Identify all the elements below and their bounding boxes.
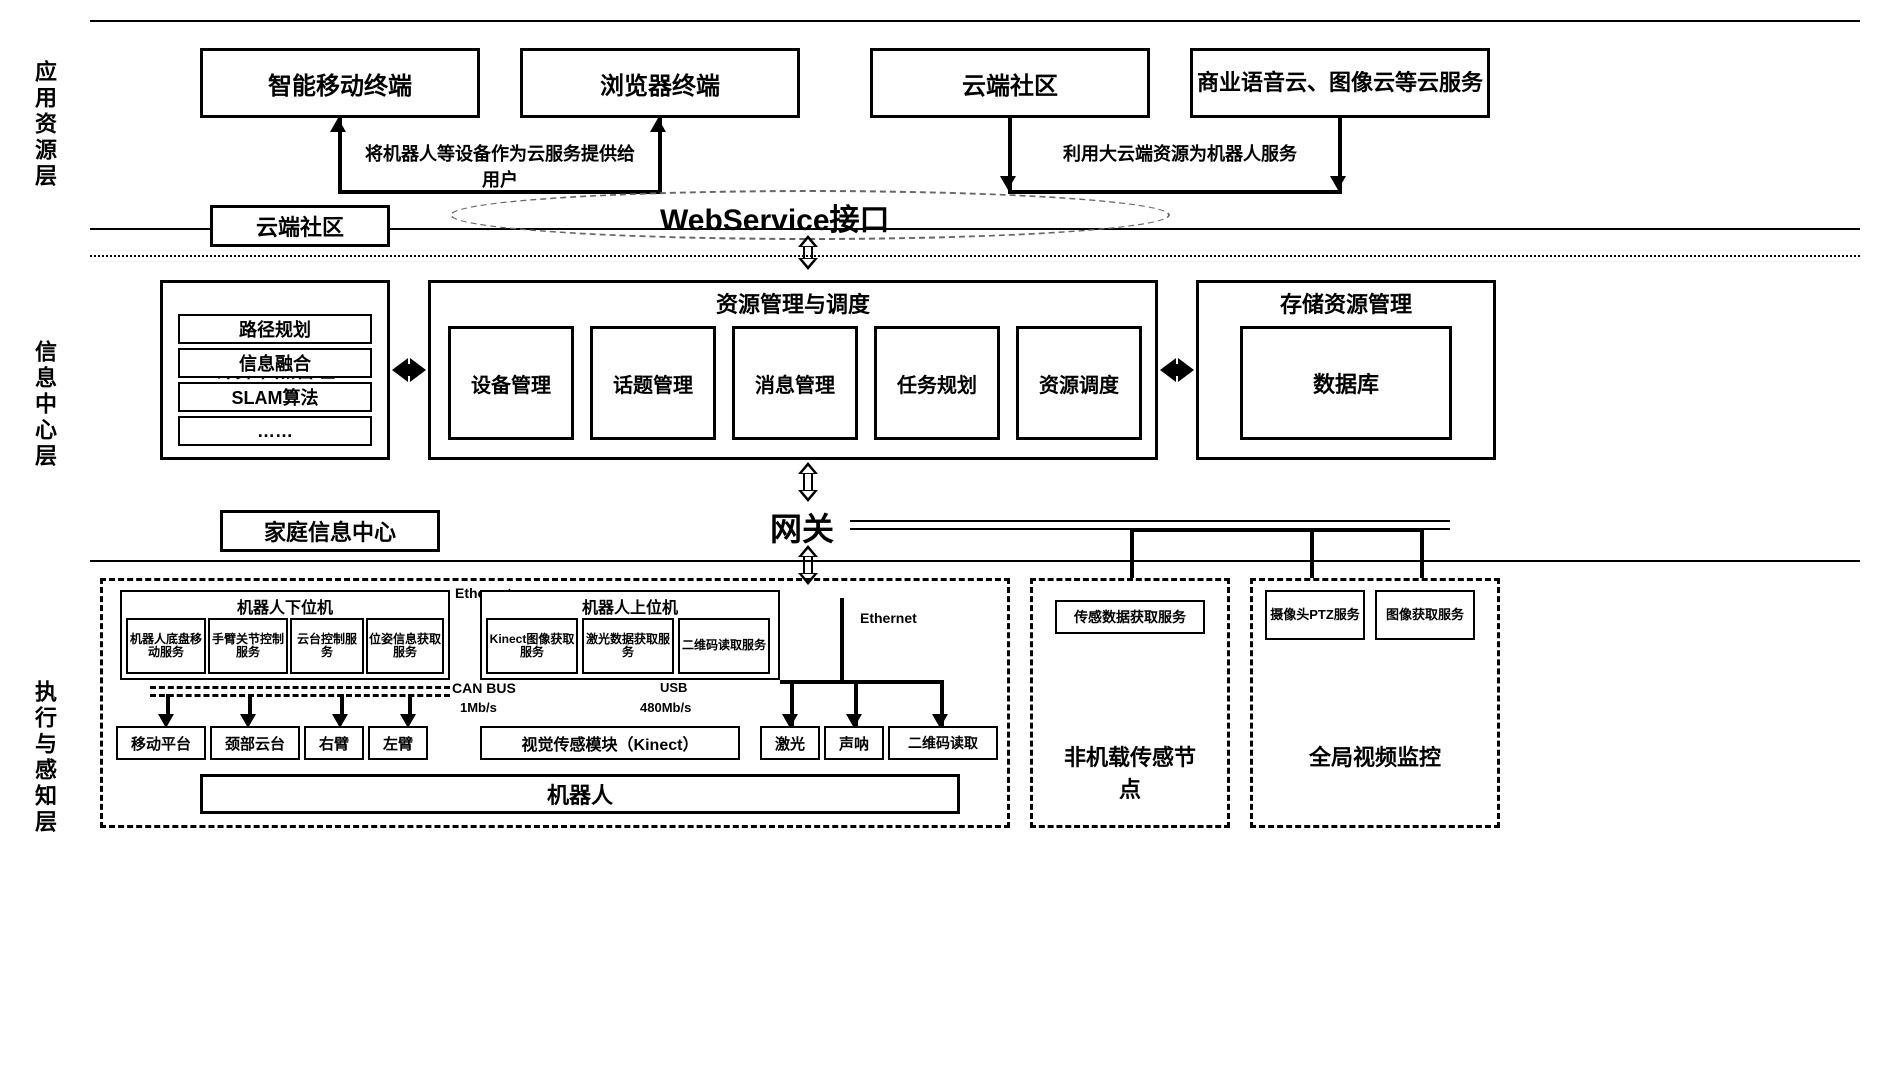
vision-module: 视觉传感模块（Kinect） xyxy=(480,726,740,760)
arrow xyxy=(1008,190,1342,194)
arrowhead xyxy=(782,714,798,728)
bottom-3: 左臂 xyxy=(368,726,428,760)
divider-1-2 xyxy=(90,255,1860,257)
home-info-center-label: 家庭信息中心 xyxy=(220,510,440,552)
arrowhead xyxy=(650,118,666,132)
resource-item-4: 资源调度 xyxy=(1016,326,1142,440)
compute-item-1: 信息融合 xyxy=(178,348,372,378)
sensor-node-label: 非机载传感节点 xyxy=(1060,740,1200,804)
note-left: 将机器人等设备作为云服务提供给用户 xyxy=(360,140,640,192)
storage-db: 数据库 xyxy=(1240,326,1452,440)
resource-item-1: 话题管理 xyxy=(590,326,716,440)
canbus-label: CAN BUS xyxy=(452,680,516,696)
robot-upper-1: 激光数据获取服务 xyxy=(582,618,674,674)
video-label: 全局视频监控 xyxy=(1300,740,1450,772)
canbus-line xyxy=(150,686,450,689)
divider-2-3 xyxy=(90,560,1860,562)
bi-arrow-info-gateway xyxy=(800,462,816,502)
app-box-community: 云端社区 xyxy=(870,48,1150,118)
note-right: 利用大云端资源为机器人服务 xyxy=(1040,140,1320,166)
bottom2-1: 声呐 xyxy=(824,726,884,760)
compute-item-2: SLAM算法 xyxy=(178,382,372,412)
arrowhead xyxy=(330,118,346,132)
arrow xyxy=(840,598,844,682)
gateway-line xyxy=(850,520,1450,522)
video-svc2: 图像获取服务 xyxy=(1375,590,1475,640)
robot-lower-2: 云台控制服务 xyxy=(290,618,364,674)
layer-label-info: 信息中心层 xyxy=(28,340,60,470)
resource-item-2: 消息管理 xyxy=(732,326,858,440)
arrowhead xyxy=(1330,176,1346,190)
arrow xyxy=(1130,528,1424,532)
robot-lower-3: 位姿信息获取服务 xyxy=(366,618,444,674)
sensor-svc: 传感数据获取服务 xyxy=(1055,600,1205,634)
compute-item-0: 路径规划 xyxy=(178,314,372,344)
video-svc1: 摄像头PTZ服务 xyxy=(1265,590,1365,640)
robot-lower-1: 手臂关节控制服务 xyxy=(208,618,288,674)
resource-item-0: 设备管理 xyxy=(448,326,574,440)
bottom-0: 移动平台 xyxy=(116,726,206,760)
canbus-line xyxy=(150,694,450,697)
rate480-label: 480Mb/s xyxy=(640,700,691,715)
bi-arrow-resource-storage xyxy=(1160,360,1194,380)
webservice-label: WebService接口 xyxy=(660,195,890,239)
layer-label-app: 应用资源层 xyxy=(28,60,60,190)
layer-label-exec: 执行与感知层 xyxy=(28,680,60,836)
bottom-2: 右臂 xyxy=(304,726,364,760)
resource-title: 资源管理与调度 xyxy=(431,283,1155,319)
resource-item-3: 任务规划 xyxy=(874,326,1000,440)
rate1-label: 1Mb/s xyxy=(460,700,497,715)
bi-arrow-compute-resource xyxy=(392,360,426,380)
app-box-browser: 浏览器终端 xyxy=(520,48,800,118)
robot-label: 机器人 xyxy=(200,774,960,814)
arrow xyxy=(1310,528,1314,578)
cloud-community-label: 云端社区 xyxy=(210,205,390,247)
arrowhead xyxy=(846,714,862,728)
gateway-label: 网关 xyxy=(770,504,834,550)
arrow xyxy=(1420,528,1424,578)
bi-arrow-1-2 xyxy=(800,235,816,270)
app-box-terminal: 智能移动终端 xyxy=(200,48,480,118)
robot-upper-title: 机器人上位机 xyxy=(482,592,778,618)
arrowhead xyxy=(932,714,948,728)
arrow xyxy=(1130,528,1134,578)
robot-lower-title: 机器人下位机 xyxy=(122,592,448,618)
bottom-1: 颈部云台 xyxy=(210,726,300,760)
robot-lower-0: 机器人底盘移动服务 xyxy=(126,618,206,674)
bottom2-2: 二维码读取 xyxy=(888,726,998,760)
app-box-cloud-svc: 商业语音云、图像云等云服务 xyxy=(1190,48,1490,118)
robot-upper-0: Kinect图像获取服务 xyxy=(486,618,578,674)
bottom2-0: 激光 xyxy=(760,726,820,760)
robot-upper-2: 二维码读取服务 xyxy=(678,618,770,674)
arrowhead xyxy=(1000,176,1016,190)
usb-label: USB xyxy=(660,680,687,695)
arrow xyxy=(780,680,944,684)
storage-title: 存储资源管理 xyxy=(1199,283,1493,319)
ethernet-label-2: Ethernet xyxy=(860,610,917,626)
compute-item-3: …… xyxy=(178,416,372,446)
